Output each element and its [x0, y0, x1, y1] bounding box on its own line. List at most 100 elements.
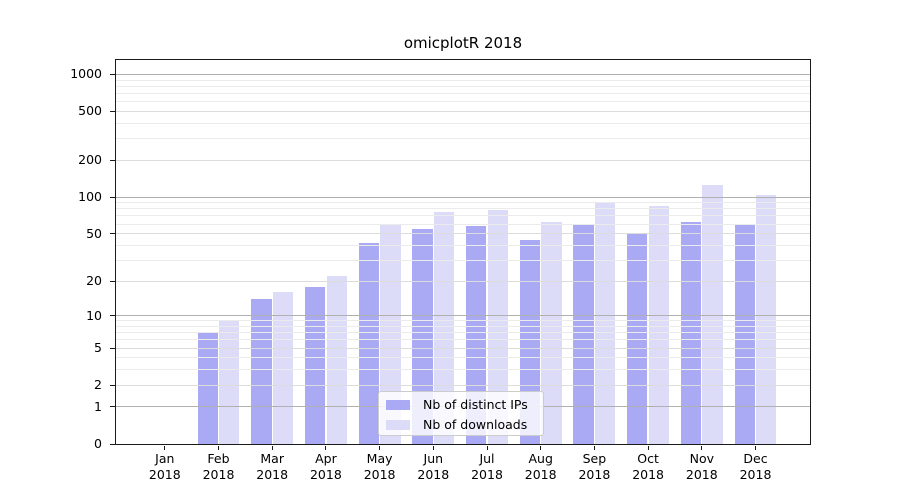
- x-tick-month: May: [366, 451, 393, 466]
- y-tick-label: 100: [78, 189, 102, 205]
- y-tick-label: 200: [78, 152, 102, 168]
- legend-item-downloads: Nb of downloads: [386, 415, 543, 435]
- y-tick-mark: [110, 73, 115, 75]
- bar-ips-oct: [627, 233, 648, 444]
- legend: Nb of distinct IPs Nb of downloads: [378, 391, 544, 436]
- gridline: [116, 332, 810, 334]
- x-tick-month: Aug: [528, 451, 553, 466]
- y-tick-label: 1000: [70, 66, 102, 82]
- gridline: [116, 196, 810, 198]
- gridline: [116, 85, 810, 87]
- bar-downloads-dec: [756, 194, 777, 444]
- x-tick-year: 2018: [202, 467, 235, 482]
- legend-swatch-downloads: [386, 420, 410, 430]
- bar-downloads-oct: [648, 206, 670, 444]
- x-tick-month: Oct: [637, 451, 659, 466]
- y-tick-mark: [110, 384, 115, 386]
- x-tick-month: Mar: [260, 451, 284, 466]
- bar-downloads-apr: [326, 276, 347, 444]
- grid-layer: [116, 60, 810, 444]
- y-tick-label: 1: [94, 398, 102, 414]
- y-tick-mark: [110, 159, 115, 161]
- gridline: [116, 208, 810, 210]
- gridline: [116, 315, 810, 317]
- y-tick-label: 20: [86, 273, 102, 289]
- x-tick-year: 2018: [739, 467, 772, 482]
- x-tick-year: 2018: [685, 467, 718, 482]
- x-tick-year: 2018: [524, 467, 557, 482]
- x-tick-mark: [540, 446, 542, 450]
- x-tick-month: Jan: [155, 451, 175, 466]
- gridline: [116, 320, 810, 322]
- x-tick-mark: [218, 446, 219, 450]
- x-tick-mark: [701, 446, 703, 450]
- x-tick-mark: [755, 446, 756, 450]
- y-tick-label: 5: [94, 340, 102, 356]
- x-tick-mark: [647, 446, 649, 450]
- x-tick-label: Jul 2018: [459, 451, 515, 483]
- gridline: [116, 73, 810, 75]
- x-tick-month: Sep: [582, 451, 607, 466]
- x-tick-label: Mar 2018: [244, 451, 300, 483]
- gridline: [116, 357, 810, 359]
- plot-area: [115, 59, 811, 445]
- x-tick-month: Feb: [207, 451, 230, 466]
- bar-ips-jul: [466, 225, 487, 444]
- gridline: [116, 280, 810, 282]
- y-tick-label: 2: [94, 377, 102, 393]
- x-tick-label: Jan 2018: [137, 451, 193, 483]
- gridline: [116, 369, 810, 371]
- y-tick-mark: [110, 280, 115, 282]
- x-tick-label: Feb 2018: [191, 451, 247, 483]
- x-tick-label: Dec 2018: [728, 451, 784, 483]
- gridline: [116, 202, 810, 204]
- bar-ips-may: [358, 242, 379, 444]
- legend-label-distinct-ips: Nb of distinct IPs: [423, 397, 528, 412]
- gridline: [116, 233, 810, 235]
- x-tick-year: 2018: [309, 467, 342, 482]
- gridline: [116, 101, 810, 103]
- x-tick-mark: [325, 446, 327, 450]
- y-tick-label: 10: [86, 307, 102, 323]
- y-tick-mark: [110, 196, 115, 198]
- x-tick-year: 2018: [471, 467, 503, 482]
- gridline: [116, 384, 810, 386]
- gridline: [116, 347, 810, 349]
- x-tick-year: 2018: [632, 467, 664, 482]
- legend-item-distinct-ips: Nb of distinct IPs: [386, 395, 543, 415]
- x-tick-label: Jun 2018: [405, 451, 461, 483]
- x-tick-mark: [379, 446, 381, 450]
- x-tick-label: Sep 2018: [566, 451, 622, 483]
- gridline: [116, 244, 810, 246]
- x-tick-mark: [164, 446, 166, 450]
- gridline: [116, 92, 810, 94]
- bar-ips-jun: [412, 228, 433, 444]
- gridline: [116, 259, 810, 261]
- x-tick-year: 2018: [363, 467, 396, 482]
- y-tick-mark: [110, 443, 115, 445]
- bar-downloads-feb: [219, 320, 240, 444]
- gridline: [116, 79, 810, 81]
- x-tick-year: 2018: [417, 467, 450, 482]
- y-tick-mark: [110, 406, 115, 408]
- bar-downloads-nov: [702, 184, 723, 444]
- x-tick-mark: [432, 446, 434, 450]
- gridline: [116, 122, 810, 124]
- chart-title: omicplotR 2018: [403, 34, 523, 52]
- gridline: [116, 325, 810, 327]
- bar-downloads-may: [380, 224, 401, 444]
- bar-ips-sep: [573, 224, 594, 444]
- x-tick-label: May 2018: [352, 451, 408, 483]
- x-tick-mark: [271, 446, 273, 450]
- x-tick-year: 2018: [148, 467, 181, 482]
- bar-downloads-jun: [433, 211, 455, 444]
- x-tick-year: 2018: [256, 467, 289, 482]
- x-tick-label: Aug 2018: [513, 451, 569, 483]
- gridline: [116, 138, 810, 140]
- x-tick-label: Nov 2018: [674, 451, 730, 483]
- x-tick-month: Apr: [315, 451, 337, 466]
- y-tick-label: 0: [94, 436, 102, 451]
- y-tick-mark: [110, 347, 115, 349]
- x-tick-mark: [486, 446, 488, 450]
- x-tick-month: Jul: [479, 451, 495, 466]
